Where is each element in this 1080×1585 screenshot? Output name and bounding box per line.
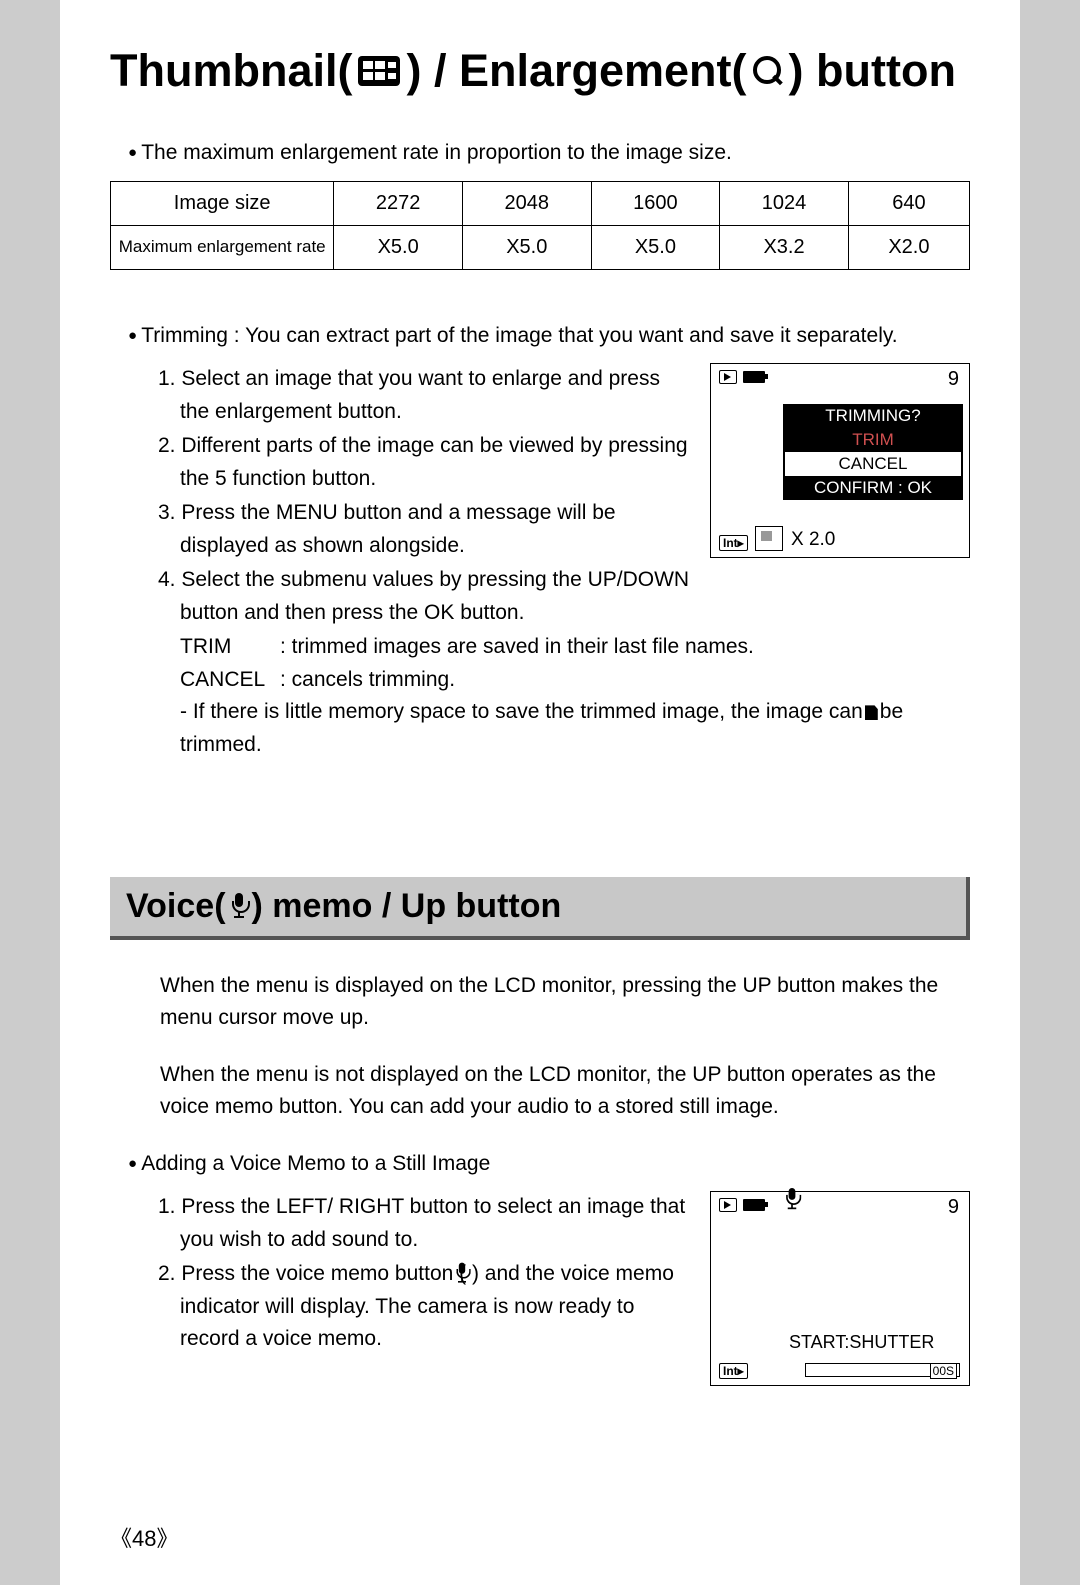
- th: 2048: [462, 181, 591, 225]
- menu-cancel: CANCEL: [783, 452, 963, 476]
- page-number: 《48》: [110, 1521, 179, 1553]
- play-icon: [719, 1198, 737, 1212]
- int-badge: Int▸: [719, 1363, 748, 1379]
- voice-steps: 1. Press the LEFT/ RIGHT button to selec…: [110, 1191, 690, 1356]
- zoom-preview-icon: [755, 526, 783, 551]
- enlargement-rate-table: Image size 2272 2048 1600 1024 640 Maxim…: [110, 181, 970, 270]
- def-val: : cancels trimming.: [280, 664, 455, 697]
- list-item: 2. Press the voice memo button ( ) and t…: [180, 1258, 690, 1356]
- def-row: TRIM : trimmed images are saved in their…: [180, 631, 970, 664]
- menu-title: TRIMMING?: [783, 404, 963, 428]
- int-text: Int: [723, 536, 738, 550]
- memory-note: - If there is little memory space to sav…: [110, 696, 970, 761]
- title-text-2: ) / Enlargement(: [406, 45, 746, 97]
- table-row: Image size 2272 2048 1600 1024 640: [111, 181, 970, 225]
- list-item: 1. Select an image that you want to enla…: [180, 363, 690, 428]
- td: X5.0: [591, 225, 720, 269]
- def-key: CANCEL: [180, 664, 280, 697]
- td: X2.0: [848, 225, 969, 269]
- section-text-2: ) memo / Up button: [252, 887, 562, 926]
- battery-icon: [743, 371, 765, 383]
- th: Image size: [111, 181, 334, 225]
- lcd-preview-voice: 9 START:SHUTTER Int▸ 00S: [710, 1191, 970, 1386]
- th: 1024: [720, 181, 849, 225]
- lcd-preview-trimming: 9 TRIMMING? TRIM CANCEL CONFIRM : OK Int…: [710, 363, 970, 558]
- start-shutter-label: START:SHUTTER: [789, 1332, 934, 1353]
- list-item: 2. Different parts of the image can be v…: [180, 430, 690, 495]
- microphone-icon: [784, 1188, 799, 1210]
- th: 1600: [591, 181, 720, 225]
- section-text-1: Voice(: [126, 887, 226, 926]
- title-text-3: ) button: [789, 45, 956, 97]
- list-item: 1. Press the LEFT/ RIGHT button to selec…: [180, 1191, 690, 1256]
- section-voice-memo: Voice( ) memo / Up button: [110, 877, 970, 940]
- definitions: TRIM : trimmed images are saved in their…: [110, 631, 970, 696]
- record-time: 00S: [930, 1363, 957, 1379]
- th: 640: [848, 181, 969, 225]
- int-text: Int: [723, 1364, 738, 1378]
- zoom-level: X 2.0: [791, 529, 835, 551]
- td: X5.0: [462, 225, 591, 269]
- image-count: 9: [948, 1196, 959, 1219]
- def-key: TRIM: [180, 631, 280, 664]
- def-val: : trimmed images are saved in their last…: [280, 631, 754, 664]
- table-row: Maximum enlargement rate X5.0 X5.0 X5.0 …: [111, 225, 970, 269]
- play-icon: [719, 370, 737, 384]
- bullet-voice-memo: Adding a Voice Memo to a Still Image: [110, 1148, 970, 1180]
- step-text: 2. Press the voice memo button ( ) and t…: [158, 1262, 674, 1350]
- menu-trim: TRIM: [783, 428, 963, 452]
- th: 2272: [334, 181, 463, 225]
- td: Maximum enlargement rate: [111, 225, 334, 269]
- menu-confirm: CONFIRM : OK: [783, 476, 963, 500]
- steps-col: 1. Select an image that you want to enla…: [110, 363, 690, 631]
- steps-list: 1. Select an image that you want to enla…: [110, 363, 690, 629]
- microphone-icon: [455, 1263, 469, 1284]
- magnifier-icon: [753, 56, 783, 86]
- td: X5.0: [334, 225, 463, 269]
- record-progress-bar: 00S: [805, 1363, 960, 1377]
- thumbnail-icon: [358, 56, 400, 86]
- trim-menu: TRIMMING? TRIM CANCEL CONFIRM : OK: [783, 404, 963, 500]
- lcd-top-icons: [719, 370, 765, 384]
- list-item: 3. Press the MENU button and a message w…: [180, 497, 690, 562]
- bullet-trimming: Trimming : You can extract part of the i…: [110, 320, 970, 352]
- voice-content: 1. Press the LEFT/ RIGHT button to selec…: [110, 1191, 970, 1386]
- def-row: CANCEL : cancels trimming.: [180, 664, 970, 697]
- para-up-menu: When the menu is displayed on the LCD mo…: [110, 970, 970, 1035]
- page-title: Thumbnail( ) / Enlargement( ) button: [110, 45, 970, 97]
- microphone-icon: [230, 893, 248, 919]
- int-badge: Int▸: [719, 535, 748, 551]
- image-count: 9: [948, 368, 959, 391]
- bullet-max-rate: The maximum enlargement rate in proporti…: [110, 137, 970, 169]
- manual-page: Thumbnail( ) / Enlargement( ) button The…: [60, 0, 1020, 1585]
- page-number-value: 48: [132, 1526, 156, 1551]
- card-icon: [865, 705, 878, 720]
- battery-icon: [743, 1199, 765, 1211]
- note-text: - If there is little memory space to sav…: [180, 700, 863, 723]
- list-item: 4. Select the submenu values by pressing…: [180, 564, 690, 629]
- td: X3.2: [720, 225, 849, 269]
- voice-steps-col: 1. Press the LEFT/ RIGHT button to selec…: [110, 1191, 690, 1358]
- title-text-1: Thumbnail(: [110, 45, 352, 97]
- lcd-top-icons: [719, 1198, 765, 1212]
- trimming-content: 1. Select an image that you want to enla…: [110, 363, 970, 631]
- para-up-voice: When the menu is not displayed on the LC…: [110, 1059, 970, 1124]
